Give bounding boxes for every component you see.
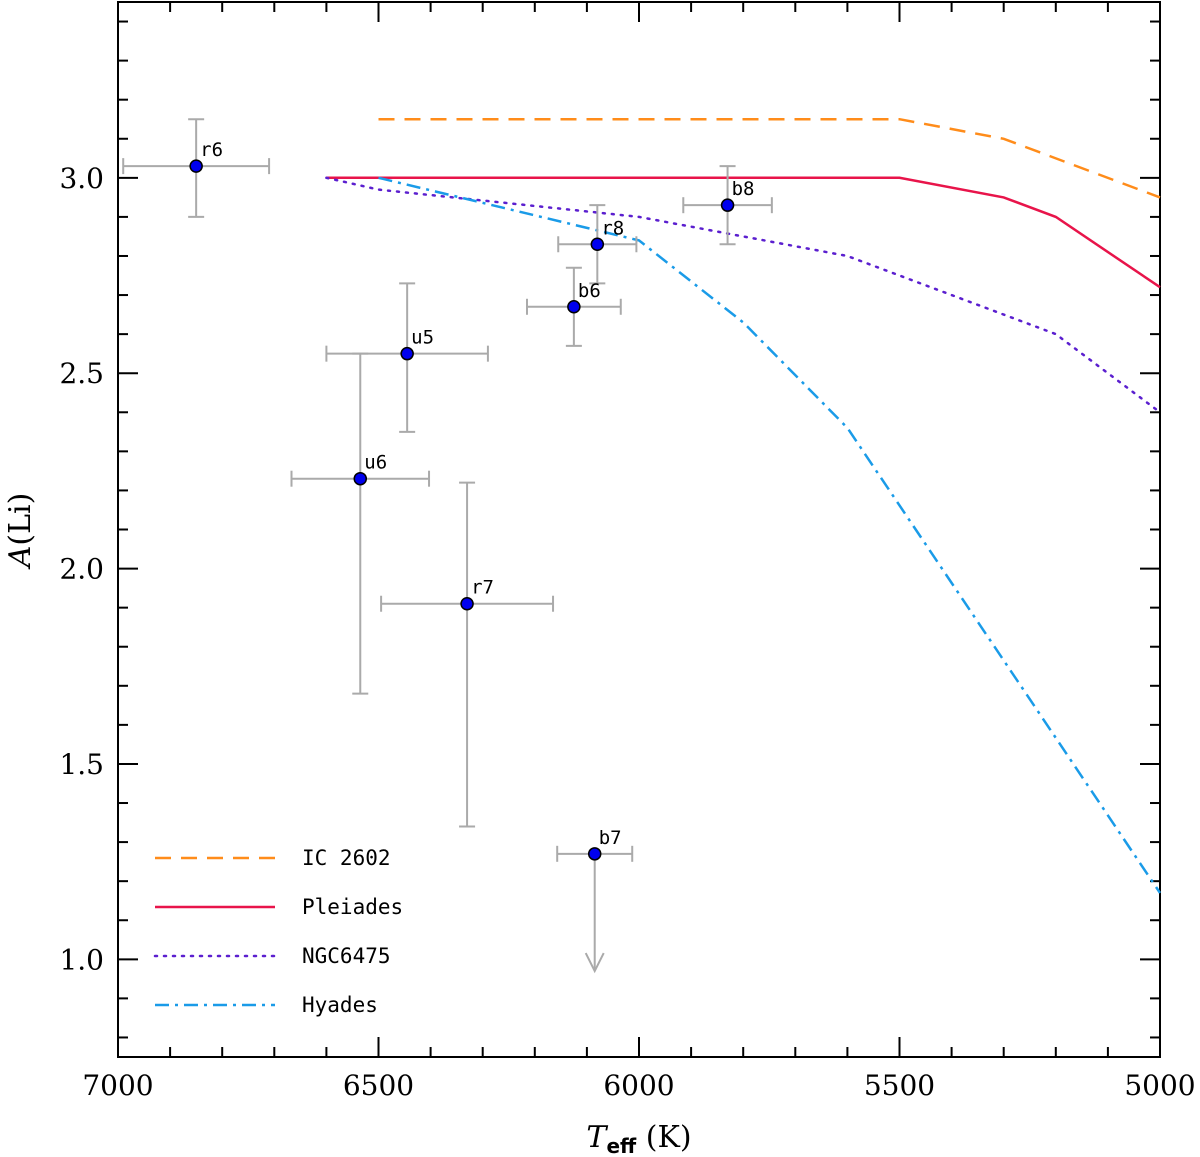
point-label-r6: r6	[200, 139, 223, 161]
plot-frame	[117, 1, 1161, 1058]
x-axis-title-main: T	[586, 1120, 608, 1155]
y-tick-label: 3.0	[59, 162, 104, 195]
data-point-b7	[587, 847, 602, 861]
point-label-r7: r7	[471, 577, 494, 599]
data-point-b6	[567, 300, 581, 314]
series-line-pleiades	[326, 176, 1161, 289]
x-tick-label: 6500	[343, 1069, 414, 1102]
axis-ticks	[117, 2, 1161, 1057]
data-points	[189, 159, 735, 861]
series-line-hyades	[378, 176, 1162, 894]
y-tick-label: 2.0	[59, 553, 104, 586]
y-tick-label: 2.5	[59, 357, 104, 390]
legend-label: Pleiades	[302, 895, 403, 919]
point-labels: r6 u5 u6 r7 b6 r8 b8 b7	[200, 139, 754, 849]
point-label-b6: b6	[578, 280, 601, 302]
series-line-ngc6475	[325, 176, 1162, 414]
x-axis-title-sub: eff	[606, 1134, 637, 1157]
point-label-b7: b7	[599, 827, 622, 849]
x-axis-title-unit: (K)	[636, 1120, 691, 1155]
data-point-u6	[353, 471, 368, 486]
error-bars	[122, 118, 773, 974]
y-tick-label: 1.0	[59, 943, 104, 976]
x-tick-label: 5500	[864, 1069, 935, 1102]
point-label-b8: b8	[732, 178, 755, 200]
point-label-r8: r8	[601, 217, 624, 239]
point-label-u5: u5	[411, 327, 434, 349]
data-point-r8	[590, 237, 605, 252]
axis-tick-labels: 7000 6500 6000 5500 5000 1.0 1.5 2.0 2.5 3.0	[59, 162, 1195, 1102]
legend-label: Hyades	[302, 993, 378, 1017]
y-axis-title: A(Li)	[3, 493, 38, 571]
x-tick-label: 5000	[1124, 1069, 1195, 1102]
series-line-ic-2602	[378, 117, 1161, 199]
legend-label: NGC6475	[302, 944, 391, 968]
data-point-r6	[189, 159, 203, 173]
y-axis-title-rest: (Li)	[3, 493, 38, 546]
data-point-u5	[400, 346, 414, 361]
legend: IC 2602 Pleiades NGC6475 Hyades	[153, 846, 403, 1017]
legend-label: IC 2602	[302, 846, 391, 870]
data-point-b8	[720, 198, 735, 212]
point-label-u6: u6	[364, 452, 387, 474]
data-point-r7	[460, 596, 474, 611]
y-axis-title-italic: A	[3, 546, 38, 571]
y-tick-label: 1.5	[59, 748, 104, 781]
x-axis-title: Teff (K)	[586, 1120, 691, 1157]
reference-curves	[325, 117, 1162, 894]
x-tick-label: 7000	[82, 1069, 153, 1102]
upper-limit-arrowhead	[584, 952, 605, 974]
x-tick-label: 6000	[603, 1069, 674, 1102]
